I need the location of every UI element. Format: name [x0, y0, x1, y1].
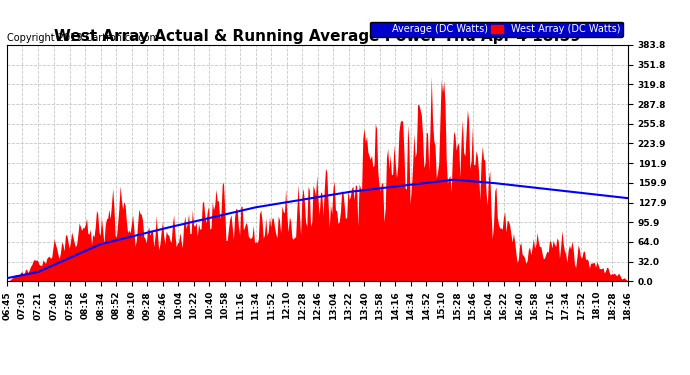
Text: Copyright 2019 Cartronics.com: Copyright 2019 Cartronics.com — [7, 33, 159, 43]
Title: West Array Actual & Running Average Power Thu Apr 4 18:59: West Array Actual & Running Average Powe… — [54, 29, 581, 44]
Legend: Average (DC Watts), West Array (DC Watts): Average (DC Watts), West Array (DC Watts… — [370, 21, 623, 38]
